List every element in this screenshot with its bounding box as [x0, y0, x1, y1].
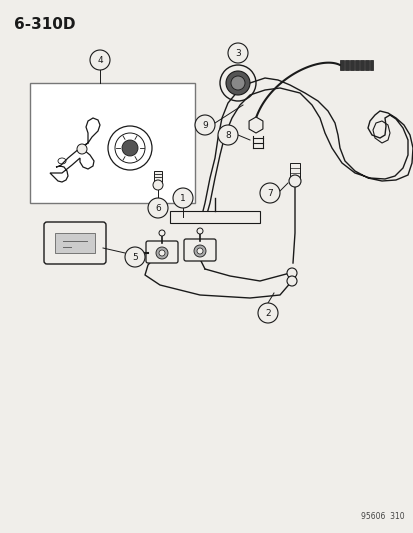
- FancyBboxPatch shape: [146, 241, 178, 263]
- Bar: [339, 60, 343, 70]
- Bar: [369, 60, 372, 70]
- Bar: [289, 163, 299, 181]
- Bar: [55, 233, 95, 253]
- Bar: [170, 211, 259, 223]
- Bar: [154, 171, 161, 183]
- Circle shape: [225, 71, 249, 95]
- Circle shape: [173, 188, 192, 208]
- Circle shape: [194, 245, 206, 257]
- Text: 3: 3: [235, 49, 240, 58]
- Text: 6: 6: [155, 204, 161, 213]
- Circle shape: [153, 180, 163, 190]
- Circle shape: [159, 230, 165, 236]
- Circle shape: [230, 76, 244, 90]
- FancyBboxPatch shape: [183, 239, 216, 261]
- Circle shape: [288, 175, 300, 187]
- Bar: [364, 60, 368, 70]
- Circle shape: [159, 250, 165, 256]
- Circle shape: [218, 125, 237, 145]
- Text: 6-310D: 6-310D: [14, 17, 75, 32]
- FancyBboxPatch shape: [44, 222, 106, 264]
- Polygon shape: [249, 117, 262, 133]
- Circle shape: [156, 247, 168, 259]
- Circle shape: [195, 115, 214, 135]
- Bar: [349, 60, 353, 70]
- Circle shape: [125, 247, 145, 267]
- Bar: [344, 60, 348, 70]
- Text: 9: 9: [202, 120, 207, 130]
- Circle shape: [286, 276, 296, 286]
- Text: 5: 5: [132, 253, 138, 262]
- Circle shape: [131, 249, 139, 257]
- Text: 1: 1: [180, 193, 185, 203]
- Circle shape: [257, 303, 277, 323]
- Bar: [359, 60, 363, 70]
- Bar: [30, 83, 195, 203]
- Circle shape: [286, 268, 296, 278]
- Circle shape: [197, 248, 202, 254]
- Circle shape: [147, 198, 168, 218]
- Circle shape: [122, 140, 138, 156]
- Text: 8: 8: [225, 131, 230, 140]
- Circle shape: [77, 144, 87, 154]
- Text: 7: 7: [266, 189, 272, 198]
- Text: 4: 4: [97, 55, 102, 64]
- Circle shape: [197, 228, 202, 234]
- Text: 2: 2: [265, 309, 270, 318]
- Bar: [354, 60, 358, 70]
- Text: 95606  310: 95606 310: [361, 512, 404, 521]
- Circle shape: [228, 43, 247, 63]
- Circle shape: [259, 183, 279, 203]
- Circle shape: [90, 50, 110, 70]
